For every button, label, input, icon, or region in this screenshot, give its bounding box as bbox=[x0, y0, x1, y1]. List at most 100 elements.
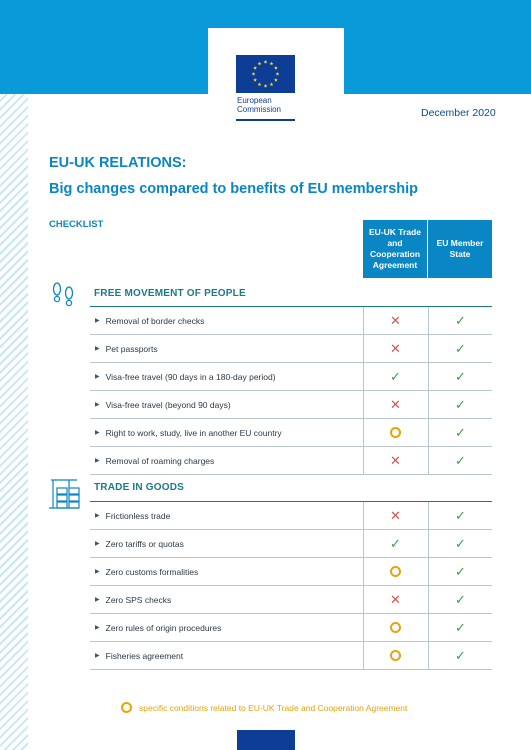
bullet-arrow-icon: ▶ bbox=[95, 513, 100, 519]
cross-icon: ✕ bbox=[390, 591, 401, 607]
row-label: ▶ Visa-free travel (90 days in a 180-day … bbox=[95, 363, 276, 390]
tca-status-cell: ✕ bbox=[363, 307, 427, 334]
row-label: ▶ Frictionless trade bbox=[95, 502, 170, 529]
row-label-text: Fisheries agreement bbox=[105, 650, 184, 661]
row-label: ▶ Removal of border checks bbox=[95, 307, 204, 334]
page-subtitle: Big changes compared to benefits of EU m… bbox=[49, 181, 419, 197]
flag-star-icon bbox=[251, 72, 256, 76]
member-status-cell: ✓ bbox=[428, 419, 492, 446]
tca-status-cell bbox=[363, 558, 427, 585]
section-title-trade-in-goods: TRADE IN GOODS bbox=[94, 482, 185, 493]
member-status-cell: ✓ bbox=[428, 335, 492, 362]
member-status-cell: ✓ bbox=[428, 502, 492, 529]
flag-star-icon bbox=[253, 78, 258, 82]
member-status-cell: ✓ bbox=[428, 447, 492, 474]
flag-star-icon bbox=[257, 82, 262, 87]
condition-circle-icon bbox=[390, 566, 401, 577]
tca-status-cell: ✓ bbox=[363, 363, 427, 390]
flag-star-icon bbox=[263, 60, 268, 64]
table-row: ▶ Frictionless trade ✕ ✓ bbox=[90, 502, 492, 530]
table-row: ▶ Zero SPS checks ✕ ✓ bbox=[90, 586, 492, 614]
member-status-cell: ✓ bbox=[428, 558, 492, 585]
tca-status-cell: ✕ bbox=[363, 502, 427, 529]
footprints-icon bbox=[50, 281, 78, 314]
member-status-cell: ✓ bbox=[428, 363, 492, 390]
condition-circle-icon bbox=[121, 702, 132, 713]
flag-star-icon bbox=[263, 84, 268, 88]
check-icon: ✓ bbox=[455, 563, 466, 579]
eu-flag-icon bbox=[236, 55, 295, 93]
table-row: ▶ Visa-free travel (beyond 90 days) ✕ ✓ bbox=[90, 391, 492, 419]
bullet-arrow-icon: ▶ bbox=[95, 458, 100, 464]
footer-flag-bar bbox=[237, 730, 295, 750]
document-date: December 2020 bbox=[421, 107, 496, 119]
condition-circle-icon bbox=[390, 622, 401, 633]
row-label-text: Zero tariffs or quotas bbox=[105, 538, 184, 549]
tca-status-cell: ✕ bbox=[363, 447, 427, 474]
row-label-text: Visa-free travel (beyond 90 days) bbox=[105, 399, 231, 410]
check-icon: ✓ bbox=[455, 424, 466, 440]
row-label: ▶ Visa-free travel (beyond 90 days) bbox=[95, 391, 231, 418]
checklist-label: CHECKLIST bbox=[49, 219, 104, 230]
cross-icon: ✕ bbox=[390, 340, 401, 356]
table-row: ▶ Removal of border checks ✕ ✓ bbox=[90, 307, 492, 335]
cross-icon: ✕ bbox=[390, 396, 401, 412]
bullet-arrow-icon: ▶ bbox=[95, 625, 100, 631]
tca-status-cell bbox=[363, 614, 427, 641]
check-icon: ✓ bbox=[455, 452, 466, 468]
page-title: EU-UK RELATIONS: bbox=[49, 155, 187, 171]
flag-star-icon bbox=[269, 61, 274, 66]
logo-line-2: Commission bbox=[237, 105, 282, 114]
column-header-eu-uk-tca: EU-UK Trade and Cooperation Agreement bbox=[363, 220, 427, 278]
row-label-text: Right to work, study, live in another EU… bbox=[105, 427, 282, 438]
tca-status-cell bbox=[363, 642, 427, 669]
decorative-stripes bbox=[0, 94, 28, 750]
row-label-text: Zero rules of origin procedures bbox=[105, 622, 222, 633]
section-title-free-movement: FREE MOVEMENT OF PEOPLE bbox=[94, 288, 246, 299]
row-label-text: Frictionless trade bbox=[105, 510, 171, 521]
legend: specific conditions related to EU-UK Tra… bbox=[121, 702, 407, 713]
row-label: ▶ Pet passports bbox=[95, 335, 158, 362]
row-label-text: Removal of roaming charges bbox=[105, 455, 215, 466]
condition-circle-icon bbox=[390, 427, 401, 438]
check-icon: ✓ bbox=[455, 647, 466, 663]
flag-star-icon bbox=[269, 82, 274, 87]
table-row: ▶ Right to work, study, live in another E… bbox=[90, 419, 492, 447]
bullet-arrow-icon: ▶ bbox=[95, 318, 100, 324]
logo-line-1: European bbox=[237, 96, 272, 105]
crane-containers-icon bbox=[47, 476, 81, 515]
member-status-cell: ✓ bbox=[428, 307, 492, 334]
row-label-text: Visa-free travel (90 days in a 180-day p… bbox=[105, 371, 276, 382]
section-divider bbox=[90, 306, 492, 307]
table-row: ▶ Pet passports ✕ ✓ bbox=[90, 335, 492, 363]
logo: European Commission bbox=[208, 28, 344, 124]
member-status-cell: ✓ bbox=[428, 642, 492, 669]
check-icon: ✓ bbox=[455, 619, 466, 635]
row-label-text: Zero SPS checks bbox=[105, 594, 172, 605]
check-icon: ✓ bbox=[455, 507, 466, 523]
member-status-cell: ✓ bbox=[428, 391, 492, 418]
table-row: ▶ Zero rules of origin procedures ✓ bbox=[90, 614, 492, 642]
flag-star-icon bbox=[257, 61, 262, 66]
check-icon: ✓ bbox=[390, 368, 401, 384]
cross-icon: ✕ bbox=[390, 507, 401, 523]
tca-status-cell: ✕ bbox=[363, 391, 427, 418]
table-row: ▶ Zero tariffs or quotas ✓ ✓ bbox=[90, 530, 492, 558]
tca-status-cell: ✕ bbox=[363, 586, 427, 613]
cross-icon: ✕ bbox=[390, 312, 401, 328]
member-status-cell: ✓ bbox=[428, 586, 492, 613]
section-divider bbox=[90, 501, 492, 502]
check-icon: ✓ bbox=[455, 368, 466, 384]
row-label: ▶ Right to work, study, live in another E… bbox=[95, 419, 282, 446]
legend-text: specific conditions related to EU-UK Tra… bbox=[139, 702, 408, 713]
bullet-arrow-icon: ▶ bbox=[95, 402, 100, 408]
row-label-text: Zero customs formalities bbox=[105, 566, 199, 577]
check-icon: ✓ bbox=[455, 591, 466, 607]
bullet-arrow-icon: ▶ bbox=[95, 541, 100, 547]
check-icon: ✓ bbox=[455, 340, 466, 356]
tca-status-cell bbox=[363, 419, 427, 446]
check-icon: ✓ bbox=[455, 312, 466, 328]
bullet-arrow-icon: ▶ bbox=[95, 653, 100, 659]
check-icon: ✓ bbox=[455, 396, 466, 412]
column-header-label: EU-UK Trade and Cooperation Agreement bbox=[369, 227, 421, 270]
